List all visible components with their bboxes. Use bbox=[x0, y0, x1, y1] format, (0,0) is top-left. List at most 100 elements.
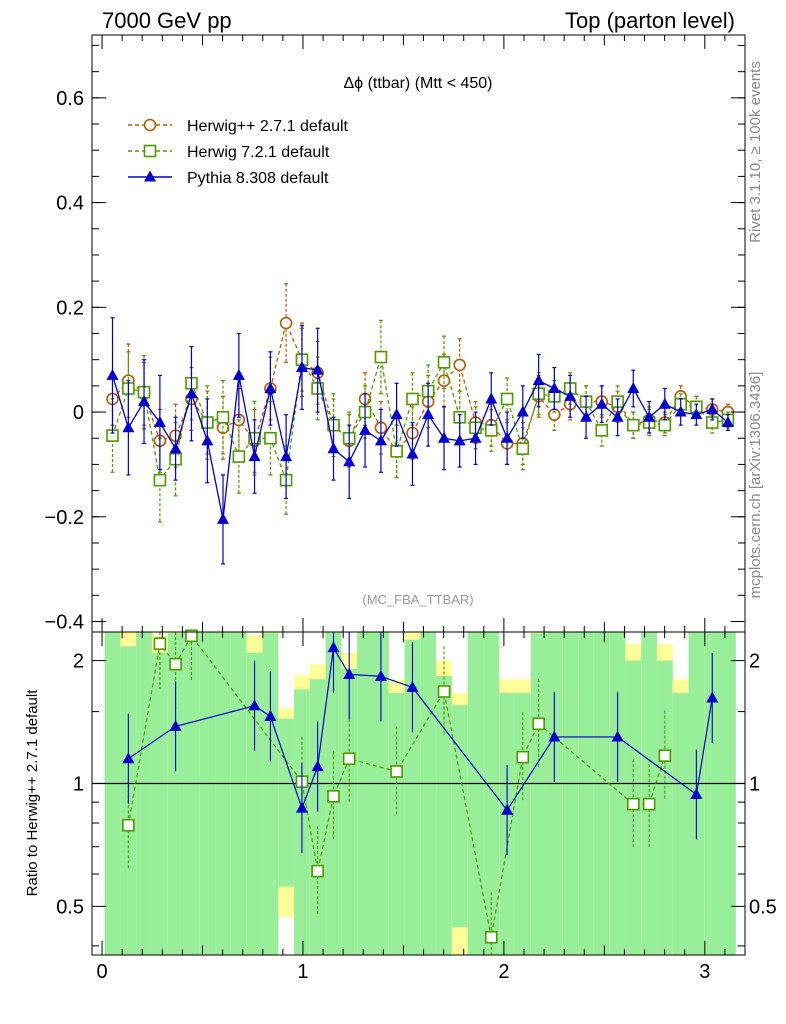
ratio-point bbox=[327, 641, 340, 653]
ratio-point bbox=[122, 818, 135, 832]
data-point bbox=[453, 434, 466, 446]
ratio-point bbox=[185, 629, 198, 643]
data-point bbox=[484, 424, 498, 437]
ratio-point bbox=[484, 930, 498, 944]
ratio-band-inner bbox=[451, 705, 468, 928]
ratio-band-inner bbox=[467, 632, 484, 955]
ratio-panel-frame bbox=[91, 631, 746, 956]
ratio-y-tick-label-right: 1 bbox=[749, 773, 760, 795]
ratio-band-inner bbox=[483, 632, 500, 955]
data-point bbox=[359, 423, 372, 435]
ratio-band-inner bbox=[246, 652, 263, 955]
ratio-band-inner bbox=[704, 632, 721, 955]
ratio-point bbox=[611, 730, 624, 742]
x-tick-label: 0 bbox=[96, 961, 107, 983]
ratio-band-inner bbox=[578, 632, 594, 955]
ratio-y-tick-label-right: 2 bbox=[749, 651, 760, 673]
ratio-band-inner bbox=[357, 632, 373, 955]
top-panel-plot bbox=[106, 283, 735, 565]
ratio-series-0 bbox=[122, 629, 672, 955]
ratio-band-inner bbox=[152, 652, 168, 955]
ratio-point bbox=[248, 699, 261, 711]
data-point bbox=[343, 455, 356, 467]
data-point bbox=[232, 368, 245, 380]
y-tick-label: 0 bbox=[73, 402, 84, 424]
data-point bbox=[169, 442, 182, 454]
data-point bbox=[122, 421, 135, 433]
data-point bbox=[201, 434, 214, 446]
ratio-point bbox=[406, 680, 419, 692]
y-tick-label: −0.2 bbox=[45, 507, 84, 529]
ratio-point bbox=[516, 750, 530, 764]
data-point bbox=[643, 410, 656, 422]
ratio-point bbox=[642, 797, 656, 811]
rivet-label: Rivet 3.1.10, ≥ 100k events bbox=[747, 61, 764, 243]
data-point bbox=[422, 408, 435, 420]
data-point bbox=[690, 408, 703, 420]
data-point bbox=[106, 368, 119, 380]
ratio-point bbox=[169, 657, 182, 671]
data-point bbox=[138, 395, 151, 407]
ratio-band-inner bbox=[404, 639, 421, 955]
data-point bbox=[438, 431, 451, 443]
ratio-point bbox=[658, 749, 672, 762]
ratio-band-inner bbox=[199, 632, 216, 955]
ratio-band-inner bbox=[278, 718, 294, 887]
data-point bbox=[500, 392, 514, 406]
data-point bbox=[390, 445, 403, 458]
ratio-point bbox=[690, 787, 703, 799]
ratio-point bbox=[169, 719, 182, 731]
ratio-band-inner bbox=[420, 632, 437, 955]
ratio-band-inner bbox=[436, 676, 452, 955]
data-point bbox=[532, 374, 545, 386]
y-tick-label: −0.4 bbox=[45, 612, 84, 634]
data-point bbox=[374, 350, 388, 364]
y-tick-label: 0.4 bbox=[56, 193, 84, 215]
legend-label: Herwig 7.2.1 default bbox=[187, 144, 330, 161]
ratio-bands bbox=[104, 632, 736, 955]
data-point bbox=[153, 473, 167, 487]
ratio-y-tick-label: 2 bbox=[73, 651, 84, 673]
data-point bbox=[153, 416, 166, 428]
data-point bbox=[232, 450, 246, 463]
data-point bbox=[485, 392, 498, 404]
data-point bbox=[595, 397, 608, 409]
data-point bbox=[516, 405, 529, 417]
data-point bbox=[185, 387, 198, 399]
ratio-band-inner bbox=[215, 632, 231, 955]
data-point bbox=[437, 356, 451, 369]
data-point bbox=[658, 397, 671, 409]
ratio-band-inner bbox=[546, 632, 563, 955]
legend-label: Herwig++ 2.7.1 default bbox=[187, 118, 349, 135]
ratio-point bbox=[295, 801, 308, 813]
ratio-point bbox=[390, 765, 403, 778]
ratio-band-inner bbox=[309, 679, 326, 955]
ratio-band-inner bbox=[656, 660, 673, 955]
legend: Herwig++ 2.7.1 default Herwig 7.2.1 defau… bbox=[128, 118, 349, 187]
header-right: Top (parton level) bbox=[565, 8, 735, 33]
data-point bbox=[548, 381, 561, 393]
data-point bbox=[390, 408, 403, 420]
ratio-band-inner bbox=[183, 632, 200, 955]
ratio-point bbox=[706, 691, 719, 703]
data-point bbox=[611, 410, 624, 422]
axes: −0.4 −0.2 0 0.2 0.4 0.6 0 1 2 3 0.5 0.5 1 1 2 2 bbox=[45, 35, 777, 983]
plot-title: Δϕ (ttbar) (Mtt < 450) bbox=[343, 75, 492, 92]
ratio-y-tick-label: 1 bbox=[73, 773, 84, 795]
data-point bbox=[311, 363, 324, 375]
data-point bbox=[721, 416, 734, 428]
data-point bbox=[406, 447, 419, 459]
ratio-point bbox=[374, 669, 387, 681]
data-point bbox=[469, 431, 482, 443]
ratio-point bbox=[437, 685, 451, 698]
legend-marker bbox=[144, 170, 156, 182]
ratio-band-inner bbox=[341, 668, 358, 955]
y-tick-label: 0.2 bbox=[56, 297, 84, 319]
x-tick-label: 2 bbox=[498, 961, 509, 983]
ratio-band-inner bbox=[609, 632, 626, 955]
ratio-ylabel: Ratio to Herwig++ 2.7.1 default bbox=[24, 689, 41, 897]
ratio-band-inner bbox=[530, 633, 547, 955]
ratio-point bbox=[532, 717, 545, 731]
ratio-series-1 bbox=[122, 632, 719, 856]
